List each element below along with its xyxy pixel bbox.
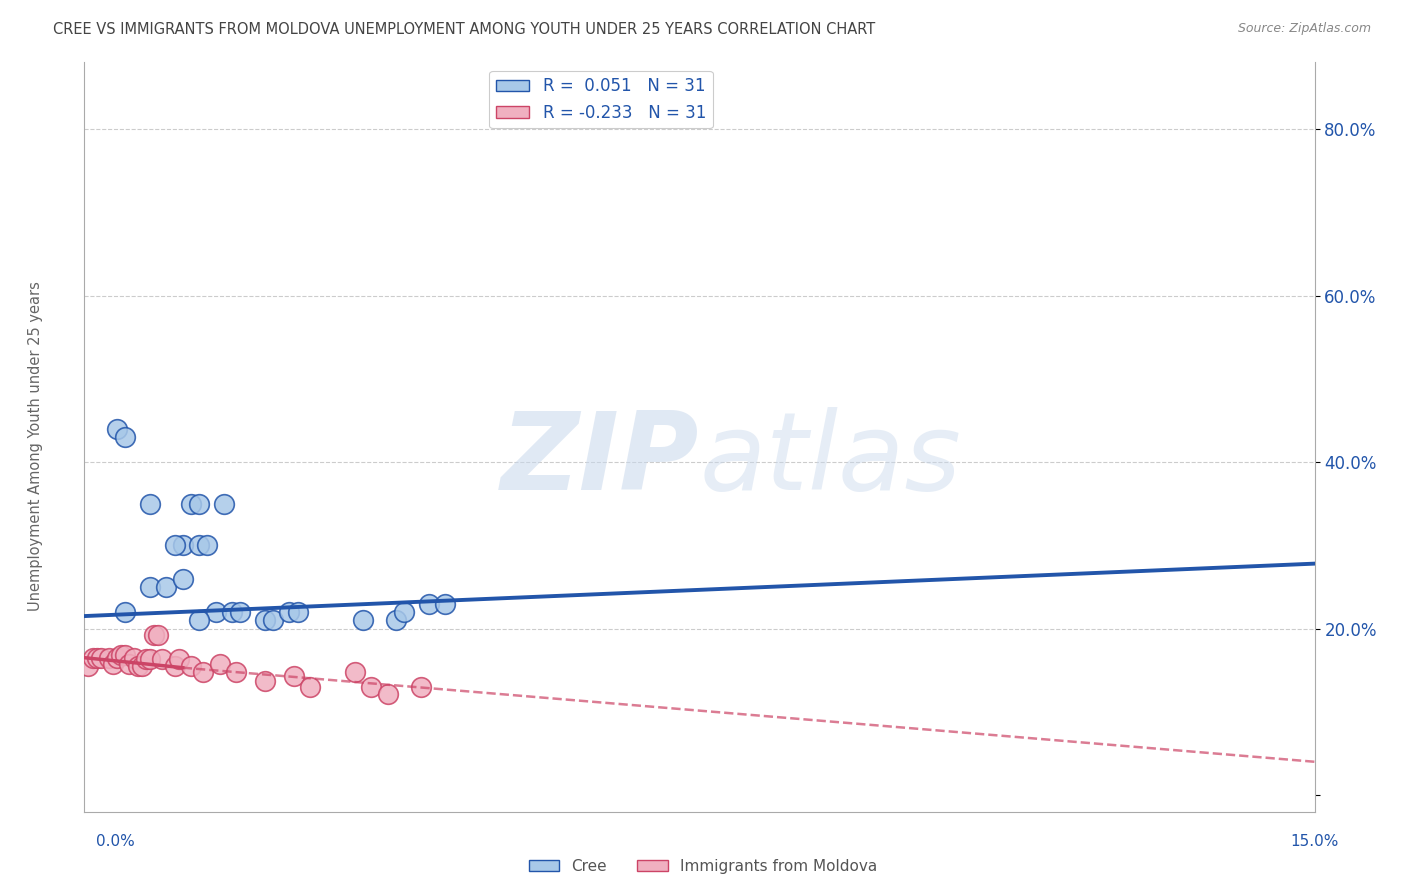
Point — [114, 648, 136, 663]
Point — [86, 650, 108, 665]
Point — [135, 652, 157, 666]
Point — [77, 659, 100, 673]
Point — [172, 572, 194, 586]
Point — [287, 605, 309, 619]
Point — [105, 422, 128, 436]
Point — [193, 665, 215, 679]
Point — [90, 650, 112, 665]
Point — [155, 580, 177, 594]
Point — [197, 538, 219, 552]
Point — [139, 652, 162, 666]
Text: Source: ZipAtlas.com: Source: ZipAtlas.com — [1237, 22, 1371, 36]
Point — [188, 538, 211, 552]
Text: 0.0%: 0.0% — [96, 834, 135, 848]
Point — [262, 613, 284, 627]
Point — [283, 669, 305, 683]
Point — [114, 430, 136, 444]
Point — [150, 652, 173, 666]
Point — [394, 605, 416, 619]
Point — [118, 657, 141, 671]
Text: Unemployment Among Youth under 25 years: Unemployment Among Youth under 25 years — [28, 281, 42, 611]
Point — [221, 605, 243, 619]
Point — [110, 648, 132, 663]
Point — [188, 613, 211, 627]
Point — [143, 628, 166, 642]
Point — [163, 659, 186, 673]
Legend: Cree, Immigrants from Moldova: Cree, Immigrants from Moldova — [523, 853, 883, 880]
Text: CREE VS IMMIGRANTS FROM MOLDOVA UNEMPLOYMENT AMONG YOUTH UNDER 25 YEARS CORRELAT: CREE VS IMMIGRANTS FROM MOLDOVA UNEMPLOY… — [53, 22, 876, 37]
Point — [131, 659, 153, 673]
Point — [98, 650, 120, 665]
Text: ZIP: ZIP — [501, 407, 700, 513]
Text: 15.0%: 15.0% — [1291, 834, 1339, 848]
Point — [101, 657, 124, 671]
Point — [148, 628, 170, 642]
Point — [172, 538, 194, 552]
Point — [122, 650, 145, 665]
Point — [127, 659, 149, 673]
Point — [344, 665, 367, 679]
Point — [385, 613, 408, 627]
Point — [82, 650, 104, 665]
Point — [180, 659, 202, 673]
Point — [225, 665, 247, 679]
Point — [418, 597, 440, 611]
Point — [180, 497, 202, 511]
Point — [163, 538, 186, 552]
Point — [212, 497, 235, 511]
Point — [139, 580, 162, 594]
Point — [229, 605, 252, 619]
Text: atlas: atlas — [700, 407, 962, 512]
Point — [114, 605, 136, 619]
Point — [204, 605, 226, 619]
Point — [298, 680, 321, 694]
Point — [377, 686, 399, 700]
Point — [434, 597, 457, 611]
Point — [360, 680, 382, 694]
Point — [409, 680, 432, 694]
Point — [208, 657, 231, 671]
Point — [278, 605, 301, 619]
Point — [188, 497, 211, 511]
Point — [139, 497, 162, 511]
Point — [167, 652, 190, 666]
Point — [253, 673, 276, 688]
Point — [105, 650, 128, 665]
Point — [253, 613, 276, 627]
Legend: R =  0.051   N = 31, R = -0.233   N = 31: R = 0.051 N = 31, R = -0.233 N = 31 — [489, 70, 713, 128]
Point — [352, 613, 374, 627]
